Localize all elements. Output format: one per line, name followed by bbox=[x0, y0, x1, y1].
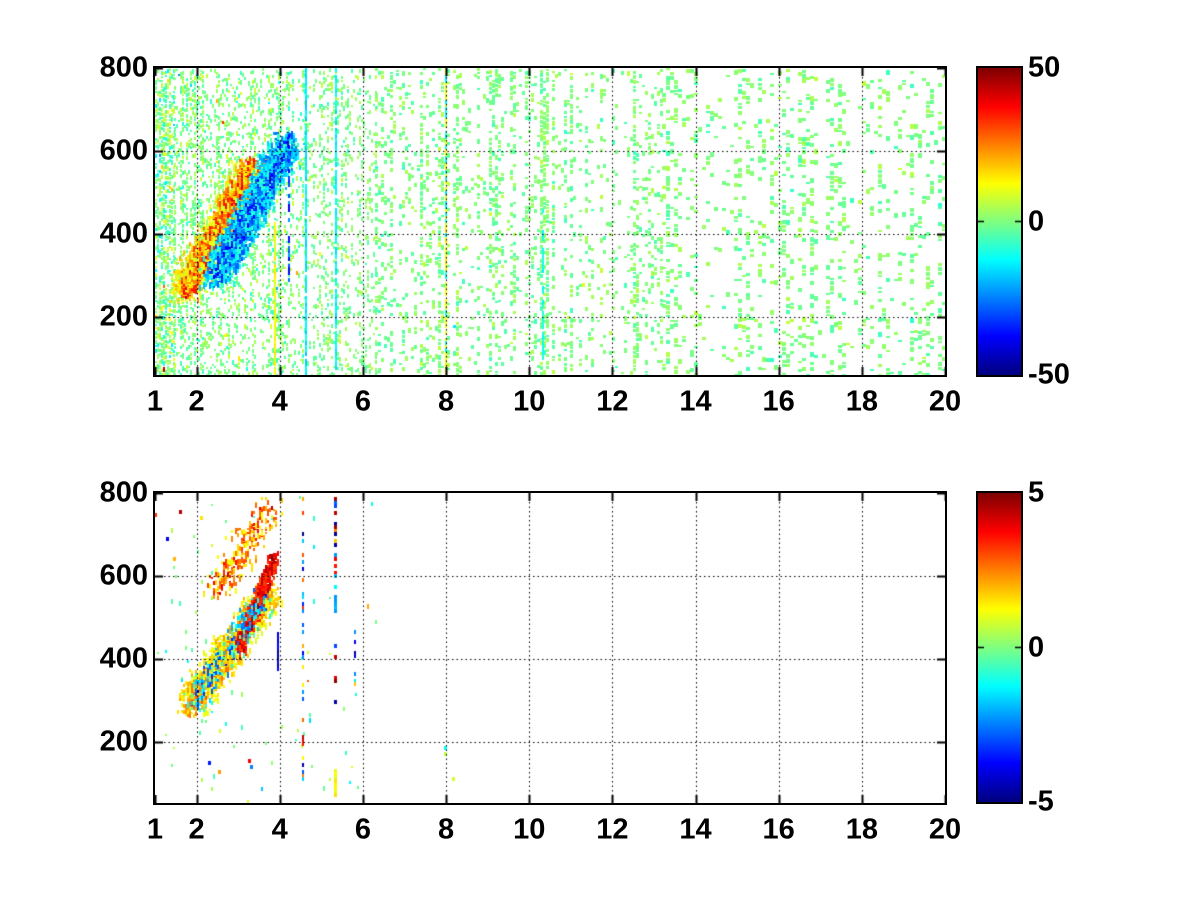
colorbar-tick-label: 0 bbox=[1028, 205, 1045, 237]
x-tick-label: 16 bbox=[762, 385, 795, 418]
colorbar-tick-label: 50 bbox=[1028, 51, 1061, 84]
x-tick-label: 10 bbox=[513, 813, 546, 846]
y-tick-label: 800 bbox=[99, 476, 148, 509]
y-tick-label: 400 bbox=[99, 642, 148, 675]
colorbar-tick-label: 5 bbox=[1028, 476, 1045, 509]
y-tick-label: 200 bbox=[99, 725, 148, 758]
x-tick-label: 6 bbox=[354, 813, 371, 846]
top-panel-plot-area bbox=[153, 66, 947, 377]
x-tick-label: 12 bbox=[596, 385, 629, 418]
x-tick-label: 8 bbox=[437, 813, 455, 846]
y-tick-label: 600 bbox=[99, 559, 148, 592]
x-tick-label: 12 bbox=[596, 813, 629, 846]
bottom-panel-plot-area bbox=[153, 491, 947, 805]
top-panel-heatmap-canvas bbox=[155, 68, 945, 375]
x-tick-label: 16 bbox=[762, 813, 795, 846]
top-panel-colorbar bbox=[976, 66, 1023, 377]
x-tick-label: 2 bbox=[188, 385, 205, 418]
y-tick-label: 200 bbox=[99, 300, 148, 333]
x-tick-label: 1 bbox=[146, 385, 164, 418]
x-tick-label: 4 bbox=[271, 385, 288, 418]
x-tick-label: 20 bbox=[928, 385, 962, 418]
x-tick-label: 1 bbox=[146, 813, 164, 846]
bottom-panel-colorbar-gradient bbox=[978, 493, 1021, 802]
colorbar-tick-label: 0 bbox=[1028, 631, 1045, 663]
x-tick-label: 14 bbox=[679, 385, 712, 418]
x-tick-label: 10 bbox=[513, 385, 546, 418]
y-tick-label: 800 bbox=[99, 51, 148, 84]
colorbar-tick-label: -5 bbox=[1028, 785, 1054, 818]
x-tick-label: 18 bbox=[845, 385, 878, 418]
x-tick-label: 18 bbox=[845, 813, 878, 846]
x-tick-label: 4 bbox=[271, 813, 288, 846]
x-tick-label: 14 bbox=[679, 813, 712, 846]
x-tick-label: 8 bbox=[437, 385, 455, 418]
x-tick-label: 2 bbox=[188, 813, 205, 846]
y-tick-label: 400 bbox=[99, 217, 148, 250]
x-tick-label: 20 bbox=[928, 813, 962, 846]
top-panel-colorbar-gradient bbox=[978, 68, 1021, 375]
colorbar-tick-label: -50 bbox=[1028, 358, 1070, 391]
y-tick-label: 600 bbox=[99, 134, 148, 167]
x-tick-label: 6 bbox=[354, 385, 371, 418]
bottom-panel-heatmap-canvas bbox=[155, 493, 945, 803]
bottom-panel-colorbar bbox=[976, 491, 1023, 804]
